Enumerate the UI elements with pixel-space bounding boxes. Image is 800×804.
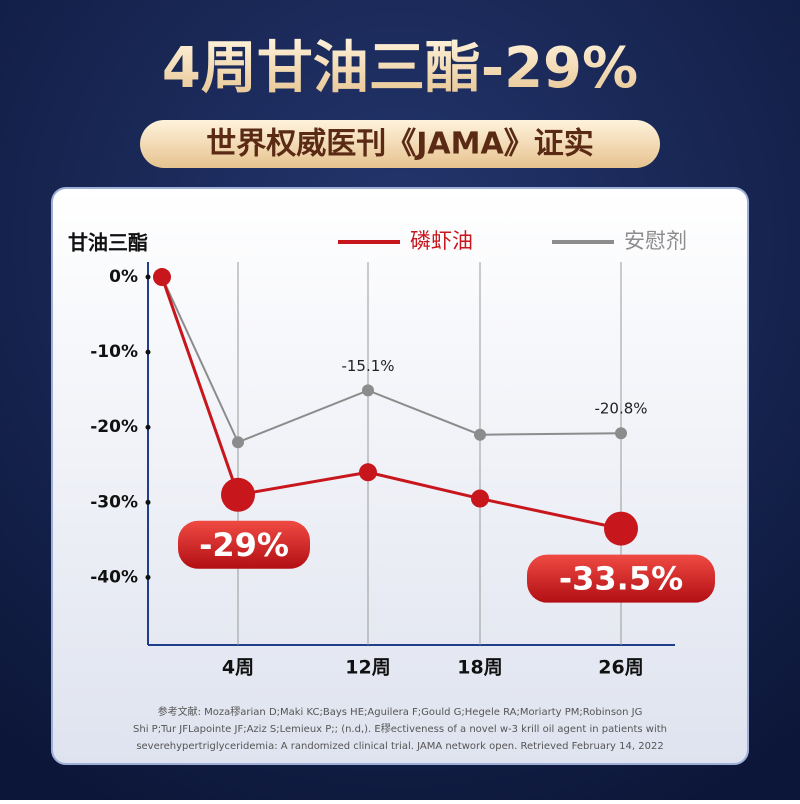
reference-line: Shi P;Tur JFLapointe JF;Aziz S;Lemieux P…: [133, 723, 667, 735]
reference-line: severehypertriglyceridemia: A randomized…: [136, 741, 663, 752]
data-point: [474, 428, 486, 441]
tick-mark: [145, 424, 151, 430]
legend-label: 磷虾油: [410, 229, 473, 253]
data-point: [232, 436, 244, 449]
tick-mark: [145, 349, 151, 355]
x-tick-label: 18周: [457, 657, 502, 679]
data-point: [615, 427, 627, 440]
data-point: [604, 511, 638, 546]
value-label: -33.5%: [559, 560, 683, 598]
x-tick-label: 26周: [598, 657, 643, 679]
value-label: -29%: [199, 526, 289, 564]
card: [51, 187, 749, 765]
x-tick-label: 12周: [345, 657, 390, 679]
subtitle: 世界权威医刊《JAMA》证实: [206, 127, 593, 162]
y-tick-label: -40%: [90, 567, 138, 587]
data-point: [471, 489, 489, 508]
y-tick-label: -10%: [90, 342, 138, 362]
subtitle-pill: [140, 120, 660, 168]
y-tick-label: 0%: [109, 267, 138, 287]
data-point: [221, 477, 255, 512]
data-point: [362, 384, 374, 397]
value-label: -20.8%: [594, 400, 647, 418]
y-tick-label: -30%: [90, 492, 138, 512]
legend-label: 安慰剂: [624, 229, 687, 253]
title: 4周甘油三酯-29%: [162, 36, 638, 101]
data-point: [359, 463, 377, 482]
tick-mark: [145, 499, 151, 505]
y-tick-label: -20%: [90, 417, 138, 437]
tick-mark: [145, 274, 151, 280]
x-tick-label: 4周: [222, 657, 254, 679]
y-axis-label: 甘油三酯: [68, 231, 148, 255]
value-label: -15.1%: [341, 357, 394, 375]
value-label-pill: [178, 520, 310, 569]
tick-mark: [145, 574, 151, 580]
value-label-pill: [527, 554, 715, 603]
reference-line: 参考文献: Moza穋arian D;Maki KC;Bays HE;Aguil…: [158, 705, 643, 718]
data-point: [153, 268, 171, 287]
